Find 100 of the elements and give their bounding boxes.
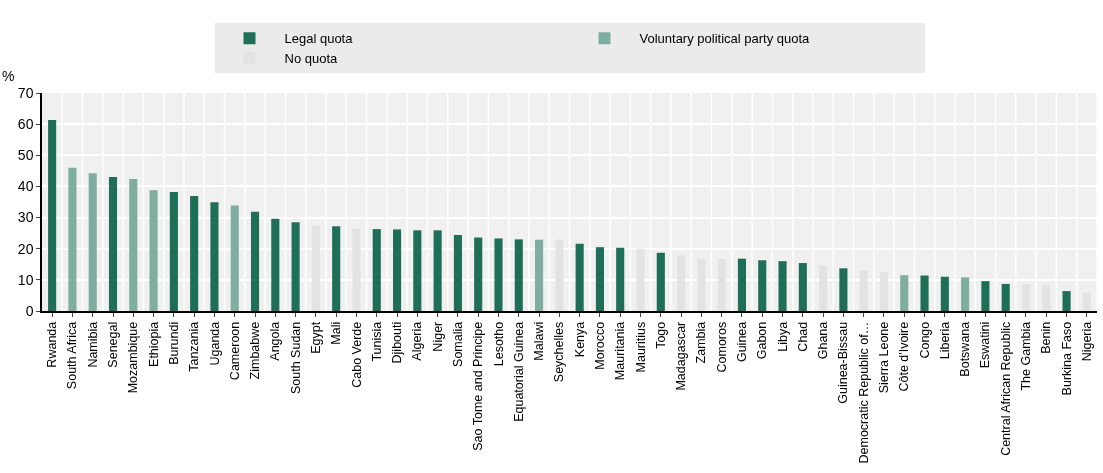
bar — [859, 270, 868, 311]
x-tick-label: The Gambia — [1019, 321, 1034, 391]
y-tick-label: 0 — [25, 302, 34, 319]
x-tick-label: Egypt — [308, 321, 323, 354]
x-tick-label: Namibia — [85, 321, 100, 368]
bar — [961, 277, 970, 311]
x-tick-label: Zambia — [694, 321, 709, 364]
x-tick-label: Guinea — [735, 321, 750, 363]
x-tick-label: Comoros — [714, 321, 729, 373]
legend-label: Voluntary political party quota — [639, 31, 811, 47]
bar — [1082, 292, 1091, 311]
x-tick-label: Mauritania — [613, 321, 628, 381]
x-tick-label: Uganda — [207, 321, 222, 366]
x-tick-label: Mauritius — [633, 321, 648, 373]
x-tick-label: Liberia — [937, 321, 952, 360]
bar — [88, 173, 97, 311]
x-tick-label: Algeria — [410, 321, 425, 361]
bar — [778, 261, 787, 311]
bar — [636, 248, 645, 311]
x-tick-label: Botswana — [958, 321, 973, 377]
bar — [372, 229, 381, 311]
bar — [697, 258, 706, 311]
x-tick-label: Equatorial Guinea — [511, 321, 526, 422]
x-tick-label: Seychelles — [552, 321, 567, 383]
legend-label: No quota — [284, 51, 339, 67]
x-tick-label: Eswatini — [978, 321, 993, 369]
x-tick-label: Tunisia — [369, 321, 384, 362]
bar — [758, 260, 767, 311]
x-tick-label: Lesotho — [491, 321, 506, 367]
x-tick-label: Malawi — [532, 321, 547, 361]
x-tick-label: Cameroon — [227, 321, 242, 381]
x-tick-label: Somalia — [450, 321, 465, 367]
bar — [68, 167, 77, 311]
bar — [1021, 283, 1031, 311]
bar — [535, 239, 544, 311]
bar — [514, 239, 523, 311]
bar — [616, 247, 625, 311]
bar — [413, 230, 422, 311]
bar — [555, 239, 564, 311]
x-tick-label: Guinea-Bissau — [836, 321, 851, 404]
bar — [291, 222, 300, 311]
bar — [494, 238, 503, 311]
x-tick-label: South Africa — [65, 321, 80, 390]
bar — [737, 258, 747, 311]
y-tick-label: 30 — [17, 209, 34, 226]
x-tick-label: Côte d'Ivoire — [897, 321, 912, 392]
bar — [129, 178, 138, 311]
y-axis-title: % — [2, 68, 15, 84]
y-tick-label: 40 — [17, 178, 34, 195]
bar — [210, 202, 219, 311]
bar — [271, 218, 280, 311]
y-tick-label: 50 — [17, 147, 34, 164]
x-tick-label: Chad — [795, 321, 810, 352]
bar — [230, 205, 239, 311]
bar — [392, 229, 402, 311]
y-tick-label: 60 — [17, 116, 34, 133]
bar — [839, 268, 848, 311]
bar — [940, 276, 949, 311]
bar — [433, 230, 442, 311]
bar — [108, 177, 118, 311]
y-tick-label: 10 — [17, 271, 34, 288]
bar — [1042, 284, 1051, 311]
x-tick-label: Madagascar — [674, 321, 689, 391]
bar — [311, 225, 320, 311]
x-tick-label: Tanzania — [187, 321, 202, 372]
x-tick-label: Gabon — [755, 321, 770, 360]
x-tick-label: Burundi — [166, 321, 181, 365]
x-tick-label: Burkina Faso — [1059, 321, 1074, 396]
x-tick-label: Ethiopia — [146, 321, 161, 367]
x-tick-label: Democratic Republic of… — [856, 321, 871, 464]
bar — [900, 275, 909, 311]
bar — [1001, 283, 1010, 311]
bar — [717, 258, 726, 311]
x-tick-label: Morocco — [592, 321, 607, 370]
bar — [920, 275, 929, 311]
x-tick-label: Mali — [329, 321, 344, 345]
bar — [474, 237, 483, 311]
x-tick-label: Senegal — [106, 321, 121, 368]
x-tick-label: South Sudan — [288, 321, 303, 395]
x-tick-label: Cabo Verde — [349, 321, 364, 388]
bar — [819, 265, 828, 311]
y-tick-label: 70 — [17, 84, 34, 101]
x-tick-label: Central African Republic — [998, 321, 1013, 456]
y-tick-label: 20 — [17, 240, 34, 257]
bar — [48, 120, 57, 311]
x-tick-label: Niger — [430, 321, 445, 352]
bar — [798, 263, 807, 311]
x-tick-label: Ghana — [816, 321, 831, 360]
x-tick-label: Sao Tome and Principe — [471, 321, 486, 451]
x-tick-label: Libya — [775, 321, 790, 352]
x-tick-label: Nigeria — [1079, 321, 1094, 362]
bar — [250, 211, 260, 311]
x-tick-label: Zimbabwe — [248, 321, 263, 380]
x-tick-label: Sierra Leone — [877, 321, 892, 394]
bar — [677, 255, 686, 311]
x-tick-label: Togo — [653, 321, 668, 349]
x-tick-label: Rwanda — [45, 321, 60, 368]
bar — [656, 252, 665, 311]
bar — [149, 190, 158, 311]
legend-label: Legal quota — [284, 31, 354, 47]
